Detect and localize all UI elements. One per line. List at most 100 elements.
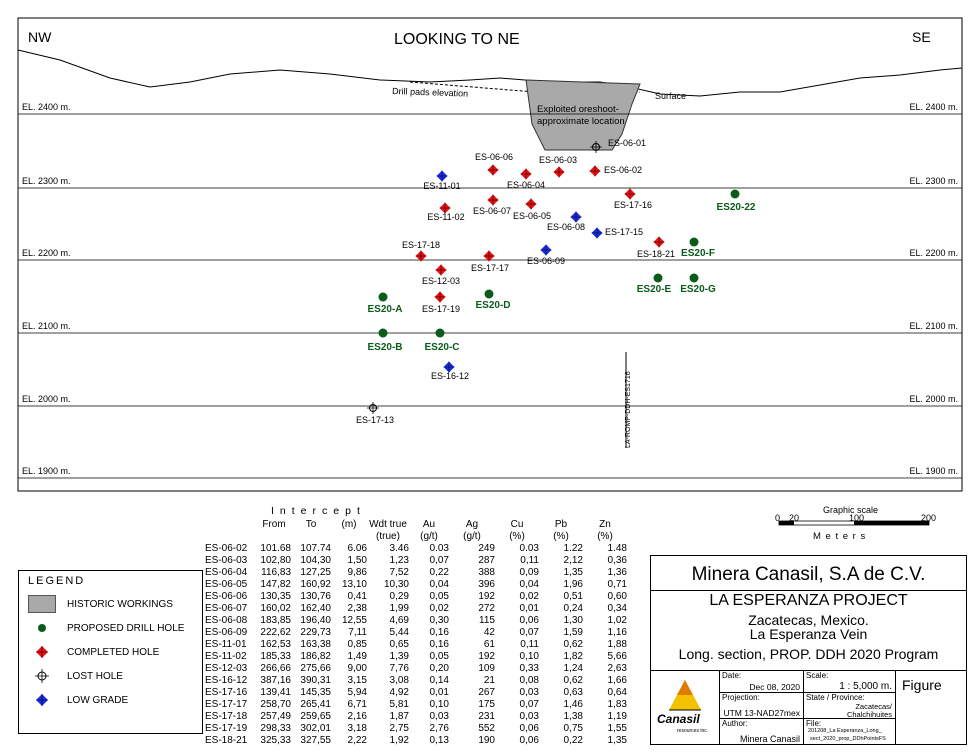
table-row: ES-06-09 222,62 229,73 7,11 5,44 0,16 42 0,07 1,…	[205, 627, 627, 639]
drill-hole-label: ES-06-08	[547, 222, 585, 232]
table-cell: 0,65	[389, 639, 409, 650]
table-cell: 267	[478, 687, 495, 698]
table-cell: 1,87	[389, 711, 409, 722]
subtitle: Long. section, PROP. DDH 2020 Program	[678, 646, 939, 662]
table-cell: 298,33	[260, 723, 291, 734]
table-row: ES-17-16 139,41 145,35 5,94 4,92 0,01 267 0,03 0…	[205, 687, 627, 699]
table-cell: 396	[478, 579, 495, 590]
table-cell: 1,16	[607, 627, 627, 638]
table-cell: 388	[478, 567, 495, 578]
drill-hole-es-06-07: ES-06-07	[473, 194, 511, 216]
table-header-cell	[257, 531, 291, 543]
surface-line	[17, 49, 963, 97]
legend: LEGEND HISTORIC WORKINGS PROPOSED DRILL …	[18, 570, 203, 734]
section-frame	[17, 17, 963, 492]
table-cell: 0,01	[519, 603, 539, 614]
table-cell: 0,06	[519, 723, 539, 734]
nw-label: NW	[28, 29, 52, 45]
table-cell: ES-06-07	[205, 603, 248, 614]
table-cell: 0,11	[520, 639, 539, 650]
state-cell: State / Province: Zacatecas/ Chalchihuit…	[803, 692, 896, 719]
legend-title: LEGEND	[28, 575, 86, 587]
legend-completed-label: COMPLETED HOLE	[67, 646, 160, 658]
location: Zacatecas, Mexico.	[748, 612, 869, 628]
table-cell: 0,03	[429, 711, 449, 722]
table-cell: 0,36	[607, 555, 627, 566]
table-cell: 0,09	[519, 567, 539, 578]
table-row: ES-06-02 101.68 107.74 6.06 3.46 0.03 249 0.03 1…	[205, 543, 627, 555]
table-cell: 0,41	[347, 591, 367, 602]
table-cell: 325,33	[260, 735, 291, 746]
looking-label: LOOKING TO NE	[394, 31, 520, 48]
table-cell: 1,39	[389, 651, 409, 662]
table-cell: 3,08	[389, 675, 409, 686]
table-cell: 0,04	[429, 579, 449, 590]
table-cell: 2,16	[347, 711, 367, 722]
drill-hole-label: ES-18-21	[637, 249, 675, 259]
proposed-dot-icon	[484, 289, 494, 299]
elevation-label-left: EL. 2100 m.	[22, 321, 71, 331]
table-cell: 5,94	[347, 687, 367, 698]
table-cell: 0,01	[429, 687, 449, 698]
legend-low-label: LOW GRADE	[67, 694, 129, 706]
drill-hole-es-06-06: ES-06-06	[475, 152, 513, 176]
table-cell: 1,30	[563, 615, 583, 626]
table-cell: 1,66	[607, 675, 627, 686]
drill-hole-label: ES-06-02	[604, 165, 642, 175]
table-cell: 1,02	[607, 615, 627, 626]
proposed-dot-icon	[689, 237, 699, 247]
drill-hole-label: ES-11-02	[427, 212, 464, 222]
table-cell: 42	[483, 627, 495, 638]
table-cell: 0,29	[389, 591, 409, 602]
table-header-cell: Cu	[510, 519, 524, 530]
table-cell: 249	[478, 543, 495, 554]
table-cell: 139,41	[260, 687, 291, 698]
table-cell: ES-06-05	[205, 579, 248, 590]
elevation-label-right: EL. 2400 m.	[909, 102, 958, 112]
drill-hole-es-16-12: ES-16-12	[431, 361, 469, 381]
figure-cell: Figure	[895, 670, 967, 745]
drill-hole-es-17-19: ES-17-19	[422, 291, 460, 314]
table-cell: 327,55	[300, 735, 331, 746]
vertical-hole-label: LA-ROMP-DDH-ES1716	[625, 371, 632, 448]
table-header-cell: (%)	[509, 531, 525, 542]
table-header-cell: (g/t)	[463, 531, 481, 542]
table-header-row: (true) (g/t) (g/t) (%) (%) (%)	[205, 531, 627, 543]
drill-hole-label: ES-17-19	[422, 304, 460, 314]
table-cell: 0.03	[519, 543, 539, 554]
table-cell: 1,96	[563, 579, 583, 590]
table-cell: 0,05	[429, 591, 449, 602]
proposed-dot-icon	[730, 189, 740, 199]
table-cell: 0,71	[607, 579, 627, 590]
table-cell: 1,83	[607, 699, 627, 710]
table-header-cell: From	[262, 519, 286, 530]
table-cell: 9,86	[347, 567, 367, 578]
table-cell: 2,38	[347, 603, 367, 614]
table-cell: 1,92	[389, 735, 409, 746]
elevation-label-left: EL. 2400 m.	[22, 102, 71, 112]
table-header-cell: (g/t)	[420, 531, 438, 542]
table-cell: 1,49	[347, 651, 367, 662]
logo-text: Canasil	[657, 712, 700, 726]
table-cell: 3.46	[389, 543, 409, 554]
intercept-heading: Intercept	[271, 505, 366, 517]
table-cell: 1,99	[389, 603, 409, 614]
table-cell: 2,12	[563, 555, 583, 566]
vein-name: La Esperanza Vein	[749, 626, 868, 642]
table-cell: 265,41	[300, 699, 331, 710]
drill-hole-label: ES-06-05	[513, 211, 551, 221]
drill-hole-label: ES-16-12	[431, 371, 469, 381]
table-cell: 116,83	[261, 567, 291, 578]
table-cell: 0,63	[563, 687, 583, 698]
logo-subtext: resources inc.	[677, 728, 709, 734]
drill-hole-es-17-16: ES-17-16	[614, 188, 652, 210]
drill-hole-es20-c: ES20-C	[424, 328, 460, 353]
table-cell: 3,18	[347, 723, 367, 734]
drill-hole-es-06-02: ES-06-02	[589, 165, 642, 177]
company-name: Minera Canasil, S.A de C.V.	[691, 564, 926, 585]
drill-hole-es20-f: ES20-F	[681, 237, 715, 259]
drill-hole-es-06-09: ES-06-09	[527, 244, 565, 266]
table-header-cell: Pb	[554, 519, 568, 530]
table-cell: ES-06-06	[205, 591, 248, 602]
table-cell: ES-17-19	[205, 723, 248, 734]
